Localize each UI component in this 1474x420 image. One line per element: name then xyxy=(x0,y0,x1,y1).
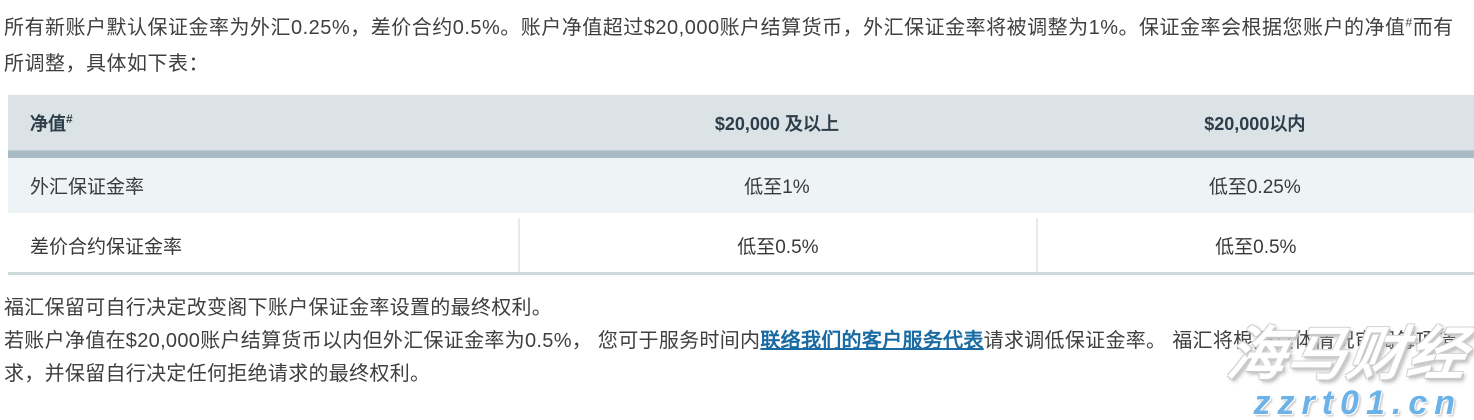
header-within-20000: $20,000以内 xyxy=(1204,113,1306,134)
footnotes: 福汇保留可自行决定改变阁下账户保证金率设置的最终权利。 若账户净值在$20,00… xyxy=(0,275,1474,391)
contact-customer-service-link[interactable]: 联络我们的客户服务代表 xyxy=(760,330,984,352)
note-final-right: 福汇保留可自行决定改变阁下账户保证金率设置的最终权利。 xyxy=(4,297,553,319)
margin-rate-table: 净值# $20,000 及以上 $20,000以内 外汇保证金率 低至1% 低至… xyxy=(8,95,1474,275)
note2-text-2: 请求调低保证金率。 福汇将根据具体情况审阅每项请求，并保留自行决定任何拒绝请求的… xyxy=(4,330,1457,385)
intro-text-2: 而有所调整，具体如下表： xyxy=(4,17,1454,75)
watermark-url-text: zzrt01.cn xyxy=(1253,384,1462,420)
cfd-rate-within: 低至0.5% xyxy=(1035,218,1474,272)
row-label-forex-margin: 外汇保证金率 xyxy=(30,177,145,198)
row-label-cfd-margin: 差价合约保证金率 xyxy=(30,236,183,258)
cfd-rate-above: 低至0.5% xyxy=(518,218,1035,272)
note-lower-margin-request: 若账户净值在$20,000账户结算货币以内但外汇保证金率为0.5%， 您可于服务… xyxy=(4,325,1470,391)
table-row-cfd: 差价合约保证金率 低至0.5% 低至0.5% xyxy=(8,218,1474,275)
header-divider-bar xyxy=(8,150,1474,158)
table-header-row: 净值# $20,000 及以上 $20,000以内 xyxy=(8,95,1474,150)
net-value-footnote-marker: # xyxy=(66,111,73,126)
table-row-forex: 外汇保证金率 低至1% 低至0.25% xyxy=(8,158,1474,213)
intro-text-1: 所有新账户默认保证金率为外汇0.25%，差价合约0.5%。账户净值超过$20,0… xyxy=(4,17,1406,39)
header-net-value: 净值# xyxy=(30,111,73,134)
forex-rate-within: 低至0.25% xyxy=(1208,177,1301,198)
note2-text-1: 若账户净值在$20,000账户结算货币以内但外汇保证金率为0.5%， 您可于服务… xyxy=(4,330,761,352)
forex-rate-above: 低至1% xyxy=(744,177,810,198)
net-value-footnote-marker: # xyxy=(1405,15,1413,30)
header-above-20000: $20,000 及以上 xyxy=(714,113,839,134)
intro-paragraph: 所有新账户默认保证金率为外汇0.25%，差价合约0.5%。账户净值超过$20,0… xyxy=(0,0,1474,82)
